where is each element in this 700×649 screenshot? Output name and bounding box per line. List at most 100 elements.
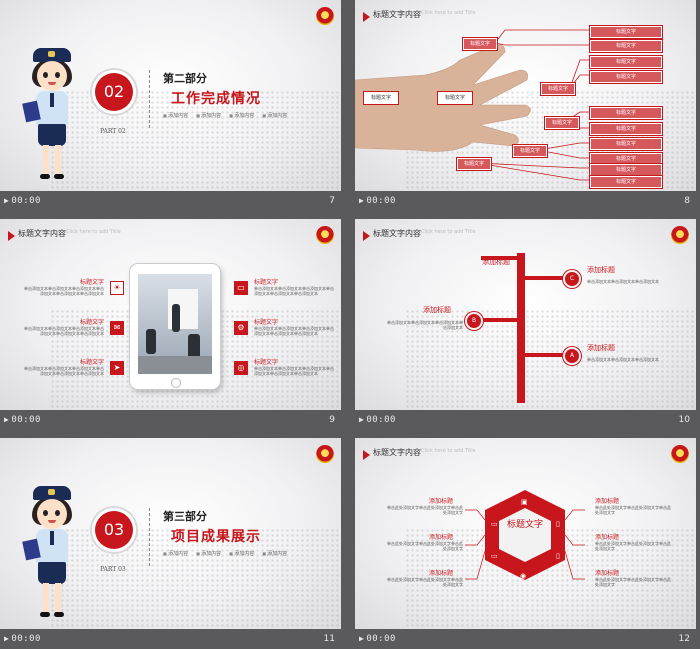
section-number-badge: 03 [92, 508, 136, 552]
slide-number: 7 [329, 196, 335, 206]
label-box: 标题文字 [437, 91, 473, 105]
play-icon: ▶ [359, 634, 365, 643]
police-emblem-icon [316, 226, 334, 244]
list-item: 添加内容 [262, 551, 287, 557]
label-box: 标题文字 [590, 71, 662, 83]
timeline-node-c: C [563, 270, 581, 288]
timeline-lines [473, 253, 571, 403]
item-body: 单击此处添加文字单击此处添加文字单击此处添加文字 [595, 577, 671, 587]
label-box: 标题文字 [590, 56, 662, 68]
slide-thumbnail-10[interactable]: 标题文字内容 Click here to add Title 添加标题 C 添加… [355, 219, 696, 430]
item-body: 单击此处添加文字单击此处添加文字单击此处添加文字 [387, 577, 463, 587]
lightbulb-icon: ☀ [110, 281, 124, 295]
label-box: 标题文字 [545, 117, 579, 129]
header-title: 标题文字内容 [373, 448, 421, 457]
play-icon: ▶ [4, 634, 10, 643]
slide-timing: ▶ 00:00 [359, 415, 396, 425]
slide-canvas: 标题文字内容 Click here to add Title 添加标题 C 添加… [355, 219, 696, 410]
header-triangle-icon [363, 450, 370, 460]
slide-timing: ▶ 00:00 [359, 634, 396, 644]
label-box: 标题文字 [590, 40, 662, 52]
node-title: 添加标题 [587, 344, 615, 352]
list-item: 添加内容 [196, 113, 221, 119]
world-map-graphic [405, 309, 695, 409]
mail-icon: ✉ [110, 321, 124, 335]
slide-thumbnail-7[interactable]: 02 PART 02 第二部分 工作完成情况 添加内容 添加内容 添加内容添加内容 … [0, 0, 341, 211]
slide-canvas: 标题文字内容 Click here to add Title ▭ ▯ ▭ ▯ ▣… [355, 438, 696, 629]
slide-number: 11 [323, 634, 335, 644]
label-box: 标题文字 [590, 123, 662, 135]
svg-text:▭: ▭ [491, 520, 498, 528]
list-item: 标题文字 单击添加文本单击添加文本单击添加文本单击添加文本单击添加文本单击添加文本 [24, 319, 104, 336]
play-icon: ▶ [4, 196, 10, 205]
header-title: 标题文字内容 [18, 229, 66, 238]
slide-footer: ▶ 00:00 8 [355, 193, 696, 211]
section-title: 第二部分 [163, 72, 207, 85]
slide-number: 8 [684, 196, 690, 206]
play-icon: ▶ [359, 415, 365, 424]
header-subtitle: Click here to add Title [421, 448, 476, 454]
list-item: 添加内容 [229, 113, 254, 119]
section-items: 添加内容 添加内容 添加内容 添加内容 [163, 112, 295, 119]
slide-thumbnail-9[interactable]: 标题文字内容 Click here to add Title 标题文字 单击添加文… [0, 219, 341, 430]
ticket-icon: ▭ [234, 281, 248, 295]
header-subtitle: Click here to add Title [421, 10, 476, 16]
slide-canvas: 标题文字内容 Click here to add Title 标题文字 标题文字… [355, 0, 696, 191]
header-triangle-icon [8, 231, 15, 241]
slide-timing: ▶ 00:00 [4, 196, 41, 206]
slide-thumbnail-12[interactable]: 标题文字内容 Click here to add Title ▭ ▯ ▭ ▯ ▣… [355, 438, 696, 649]
item-title: 添加标题 [595, 570, 620, 577]
play-icon: ▶ [4, 415, 10, 424]
slide-footer: ▶ 00:00 9 [0, 412, 341, 430]
slide-timing: ▶ 00:00 [4, 634, 41, 644]
section-subtitle: 项目成果展示 [171, 529, 261, 545]
svg-text:▯: ▯ [556, 552, 560, 560]
timeline-node-a: A [563, 347, 581, 365]
gear-icon: ⚙ [234, 321, 248, 335]
police-cartoon-figure [22, 48, 82, 188]
list-item: 标题文字 单击添加文本单击添加文本单击添加文本单击添加文本单击添加文本单击添加文本 [254, 279, 334, 296]
slide-footer: ▶ 00:00 12 [355, 631, 696, 649]
police-emblem-icon [671, 226, 689, 244]
label-box: 标题文字 [590, 164, 662, 176]
label-box: 标题文字 [463, 38, 497, 50]
item-body: 单击此处添加文字单击此处添加文字单击此处添加文字 [595, 505, 671, 515]
list-item: 添加内容 [262, 113, 287, 119]
list-item: 添加内容 [163, 551, 188, 557]
center-title: 标题文字 [506, 520, 543, 530]
svg-text:◉: ◉ [520, 572, 526, 580]
slide-canvas: 标题文字内容 Click here to add Title 标题文字 单击添加文… [0, 219, 341, 410]
label-box: 标题文字 [513, 145, 547, 157]
item-title: 添加标题 [595, 534, 620, 541]
node-body: 单击添加文本单击添加文本单击添加文本 [587, 279, 659, 284]
section-items: 添加内容 添加内容 添加内容 添加内容 [163, 550, 295, 557]
list-item: 标题文字 单击添加文本单击添加文本单击添加文本单击添加文本单击添加文本单击添加文本 [24, 279, 104, 296]
office-photo [138, 274, 212, 374]
svg-text:▣: ▣ [521, 498, 528, 506]
slide-number: 10 [678, 415, 690, 425]
section-number-badge: 02 [92, 70, 136, 114]
police-emblem-icon [316, 7, 334, 25]
slide-thumbnail-8[interactable]: 标题文字内容 Click here to add Title 标题文字 标题文字… [355, 0, 696, 211]
list-item: 标题文字 单击添加文本单击添加文本单击添加文本单击添加文本单击添加文本单击添加文本 [254, 359, 334, 376]
tablet-frame [130, 264, 220, 389]
slide-number: 12 [678, 634, 690, 644]
node-body: 单击添加文本单击添加文本单击添加文本单击添加文本 [387, 320, 463, 330]
label-box: 标题文字 [363, 91, 399, 105]
slide-footer: ▶ 00:00 10 [355, 412, 696, 430]
divider [149, 70, 151, 128]
node-body: 单击添加文本单击添加文本单击添加文本 [587, 357, 659, 362]
item-body: 单击此处添加文字单击此处添加文字单击此处添加文字 [387, 541, 463, 551]
slide-canvas: 03 PART 03 第三部分 项目成果展示 添加内容 添加内容 添加内容 添加内容 [0, 438, 341, 629]
divider [149, 508, 151, 566]
hexagon-diagram: ▭ ▯ ▭ ▯ ▣ ◉ [465, 490, 585, 580]
label-box: 标题文字 [590, 26, 662, 38]
compass-icon: ◎ [234, 361, 248, 375]
label-box: 标题文字 [541, 83, 575, 95]
node-title: 添加标题 [587, 266, 615, 274]
slide-thumbnail-11[interactable]: 03 PART 03 第三部分 项目成果展示 添加内容 添加内容 添加内容添加内容 … [0, 438, 341, 649]
svg-text:▭: ▭ [491, 552, 498, 560]
item-body: 单击此处添加文字单击此处添加文字单击此处添加文字 [387, 505, 463, 515]
header-triangle-icon [363, 231, 370, 241]
police-emblem-icon [671, 445, 689, 463]
